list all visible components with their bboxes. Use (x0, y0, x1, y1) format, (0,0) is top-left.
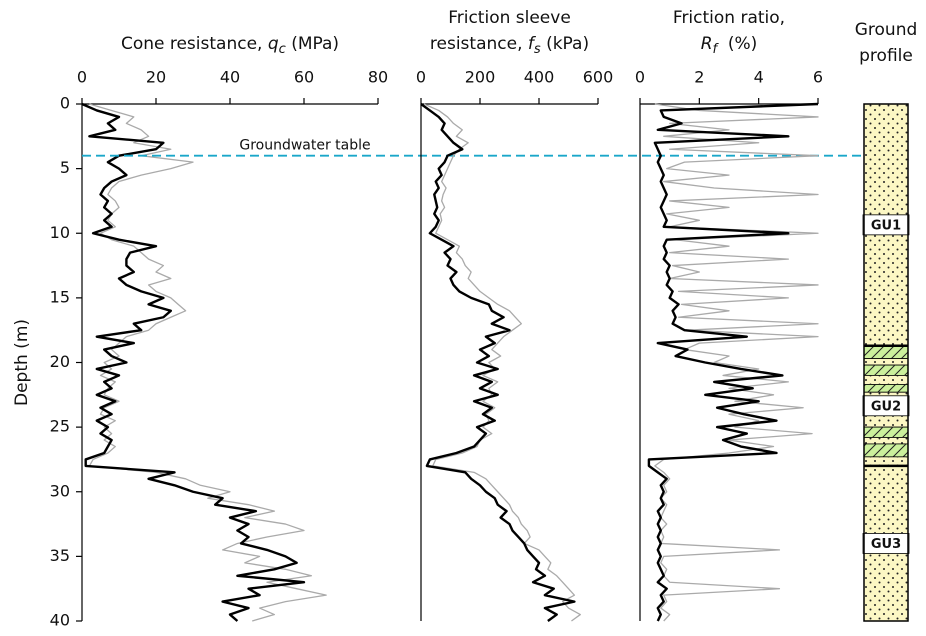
profile-line (647, 102, 819, 622)
panel-title: Rf (%) (701, 34, 758, 57)
layer-pattern (864, 358, 908, 366)
soil-layer (863, 345, 909, 360)
layer-pattern (864, 345, 908, 359)
soil-layer (863, 426, 909, 438)
groundwater-label: Groundwater table (239, 138, 370, 154)
x-tick-label: 80 (368, 68, 388, 87)
x-tick-label: 40 (220, 68, 240, 87)
title-part: (kPa) (541, 34, 589, 54)
panel-title: resistance, fs (kPa) (430, 34, 589, 57)
soil-layer (863, 443, 909, 458)
y-tick-label: 35 (50, 546, 70, 565)
x-tick-label: 200 (465, 68, 496, 87)
layer-pattern (864, 375, 908, 385)
profile-line (88, 103, 327, 622)
layer-pattern (864, 384, 908, 393)
soil-layer (863, 437, 909, 445)
title-part: (MPa) (286, 34, 339, 54)
panel-title: Ground (855, 20, 918, 40)
title-part: s (534, 42, 541, 57)
unit-label-box (862, 395, 910, 417)
x-tick-label: 400 (524, 68, 555, 87)
x-tick-label: 6 (813, 68, 823, 87)
y-tick-label: 5 (60, 158, 70, 177)
panel-title: profile (859, 46, 913, 66)
y-tick-label: 10 (50, 223, 70, 242)
profile-line (420, 103, 576, 622)
y-tick-label: 30 (50, 481, 70, 500)
title-part: profile (859, 46, 913, 66)
title-part: Ground (855, 20, 918, 40)
profile-frame (863, 103, 909, 622)
unit-label: GU2 (871, 399, 901, 414)
title-part: q (268, 34, 279, 54)
panel-title: Cone resistance, qc (MPa) (121, 34, 339, 57)
x-tick-label: 4 (754, 68, 764, 87)
profile-line (81, 102, 306, 622)
y-tick-label: 40 (50, 611, 70, 630)
title-part: (%) (717, 34, 757, 54)
y-tick-label: 15 (50, 287, 70, 306)
y-tick-label: 25 (50, 417, 70, 436)
unit-label: GU1 (871, 218, 901, 233)
x-tick-label: 0 (77, 68, 87, 87)
unit-label-box (862, 214, 910, 236)
title-part: f (528, 34, 537, 54)
layer-pattern (864, 443, 908, 457)
soil-layer (863, 364, 909, 376)
layer-pattern (864, 365, 908, 376)
y-axis-label: Depth (m) (12, 319, 32, 406)
layer-pattern (864, 427, 908, 438)
x-tick-label: 0 (635, 68, 645, 87)
panel-title: Friction ratio, (673, 8, 785, 28)
x-tick-label: 0 (416, 68, 426, 87)
x-tick-label: 2 (694, 68, 704, 87)
x-tick-label: 20 (146, 68, 166, 87)
unit-label: GU3 (871, 537, 901, 552)
profile-line (654, 103, 819, 622)
title-part: R (701, 34, 713, 54)
x-tick-label: 600 (583, 68, 614, 87)
soil-layer (863, 358, 909, 366)
title-part: Friction sleeve (448, 8, 571, 28)
y-tick-label: 20 (50, 352, 70, 371)
panel-title: Friction sleeve (448, 8, 571, 28)
unit-label-box (862, 533, 910, 554)
y-tick-label: 0 (60, 94, 70, 113)
profile-line (423, 103, 581, 622)
title-part: Friction ratio, (673, 8, 785, 28)
soil-layer (863, 384, 909, 393)
x-tick-label: 60 (294, 68, 314, 87)
layer-pattern (864, 456, 908, 466)
soil-layer (863, 456, 909, 467)
title-part: f (713, 42, 720, 57)
soil-layer (863, 375, 909, 385)
title-part: Cone resistance, (121, 34, 268, 54)
title-part: c (279, 42, 286, 57)
title-part: resistance, (430, 34, 528, 54)
layer-pattern (864, 437, 908, 444)
